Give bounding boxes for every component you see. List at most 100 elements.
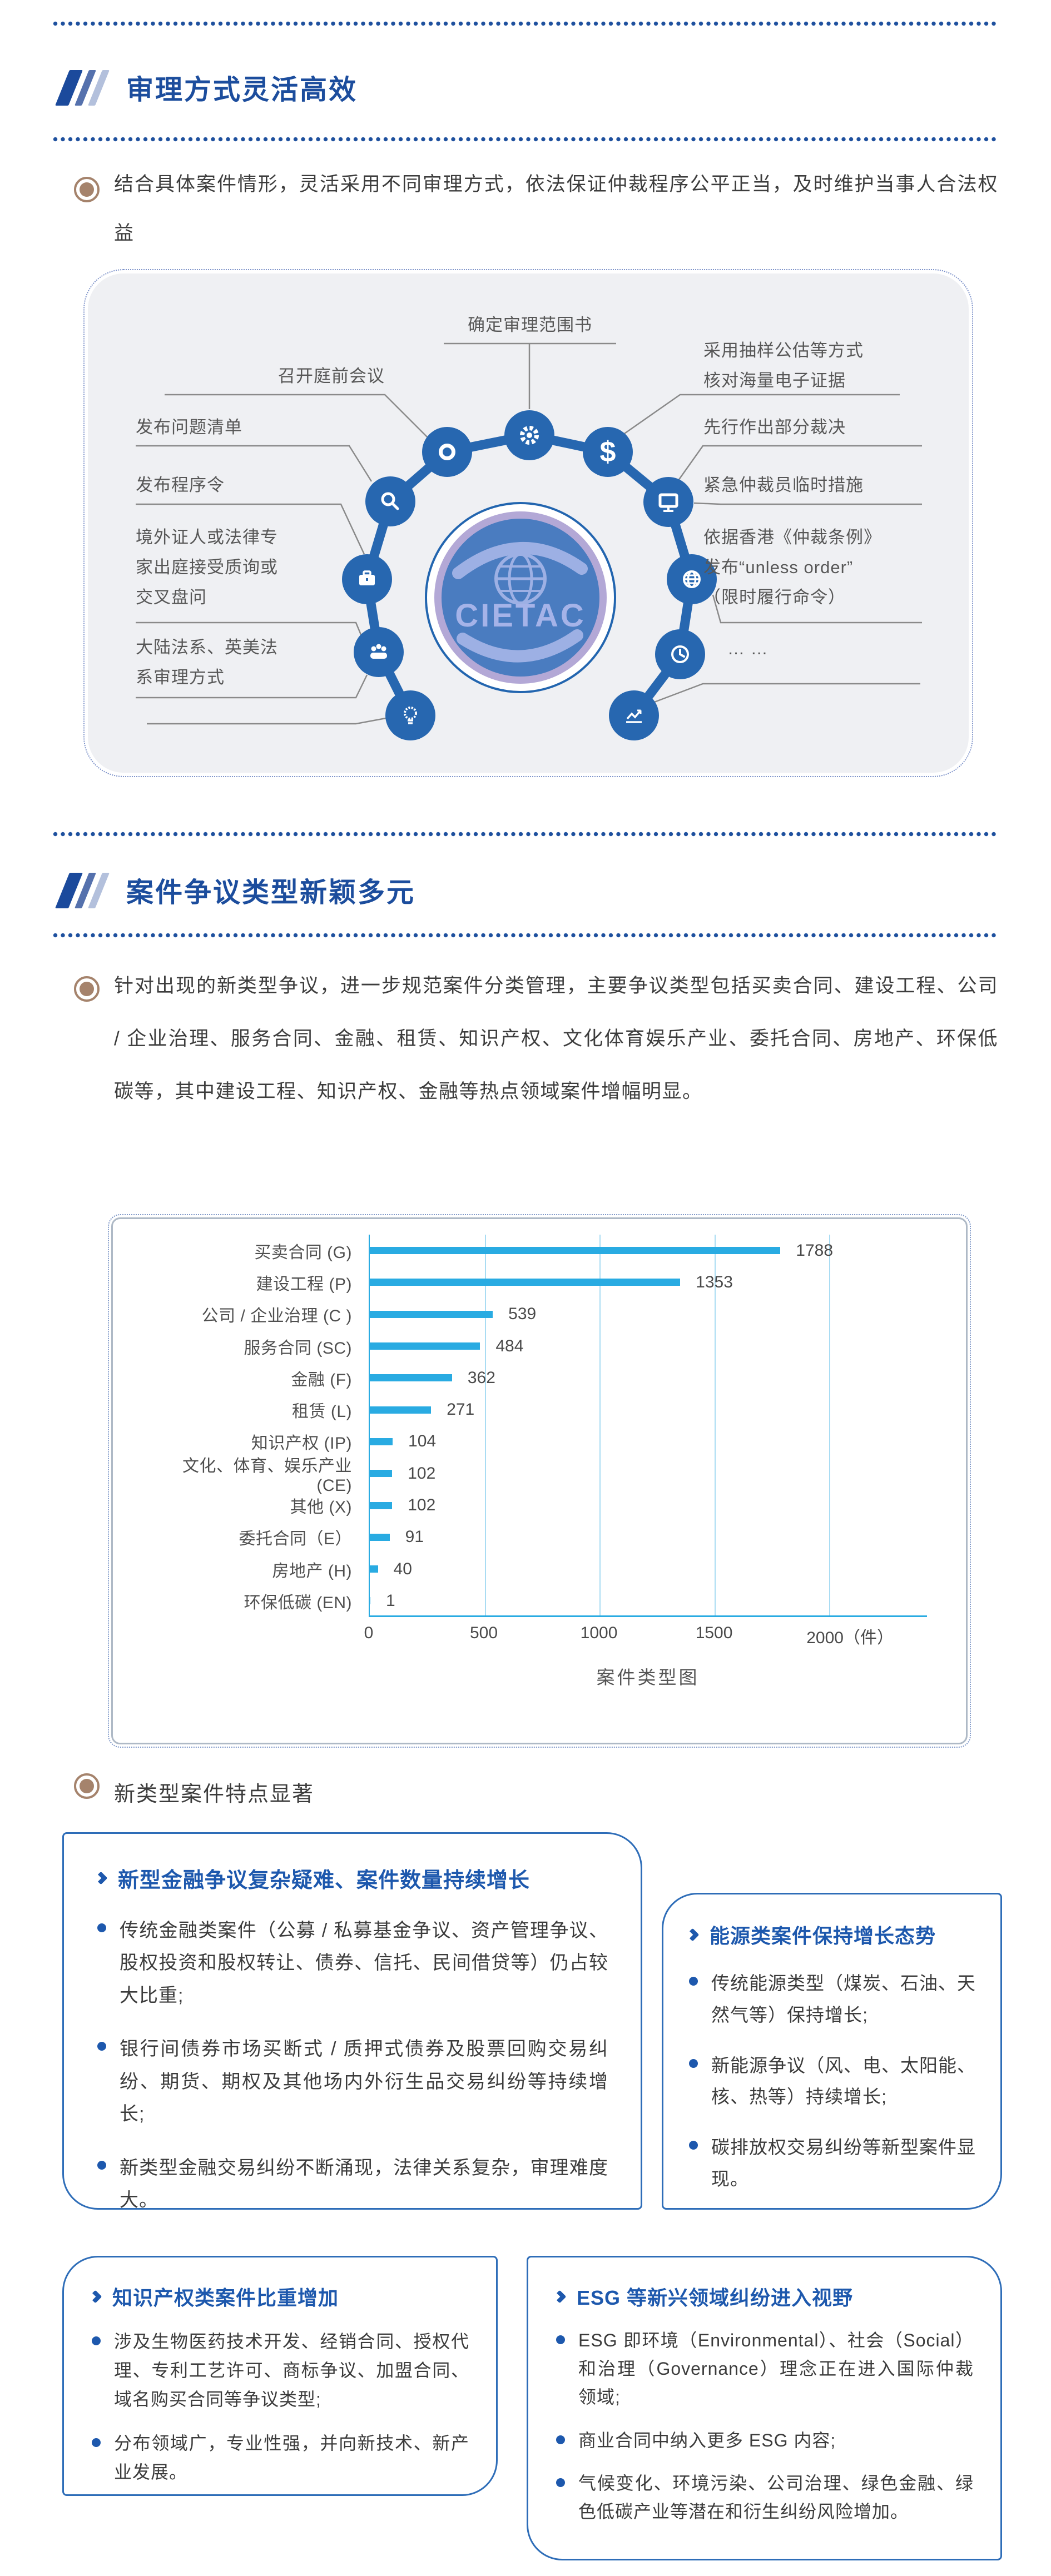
chart-bar: [369, 1247, 781, 1255]
feature-bullet: 涉及生物医药技术开发、经销合同、授权代理、专利工艺许可、商标争议、加盟合同、域名…: [91, 2328, 469, 2414]
magnifier-icon: [365, 476, 415, 526]
chart-category-label: 其他 (X): [290, 1498, 352, 1517]
diagram-label-right-3: 依据香港《仲裁条例》 发布“unless order” （限时履行命令）: [703, 528, 881, 607]
section1-title: 审理方式灵活高效: [126, 75, 358, 105]
chart-category-label: 委托合同（E）: [239, 1530, 352, 1549]
chart-row: 文化、体育、娱乐产业 (CE) 102: [146, 1457, 927, 1495]
chevron-right-icon: [553, 2289, 567, 2304]
chart-category-label: 建设工程 (P): [256, 1275, 352, 1294]
globe-icon: [667, 554, 717, 604]
x-tick: 1000: [580, 1624, 618, 1642]
chart-row: 公司 / 企业治理 (C ) 539: [146, 1299, 927, 1330]
paragraph-bullet-icon: [74, 177, 100, 202]
diagram-label-left-2: 发布程序令: [136, 475, 225, 495]
case-type-chart: 买卖合同 (G) 1788 建设工程 (P) 1353 公司 / 企业治理 (C )…: [108, 1214, 971, 1748]
chart-value-label: 484: [495, 1336, 524, 1355]
chart-bar: [369, 1310, 493, 1318]
feature-box-title: 新型金融争议复杂疑难、案件数量持续增长: [118, 1869, 531, 1892]
chart-row: 委托合同（E） 91: [146, 1521, 927, 1553]
bullet-dot-icon: [556, 2335, 565, 2344]
trial-methods-diagram: CIETAC $ 确定审理范围书 召开庭前: [83, 269, 973, 777]
chart-row: 租赁 (L) 271: [146, 1394, 927, 1425]
chart-row: 建设工程 (P) 1353: [146, 1266, 927, 1298]
gridline-500: [484, 1235, 486, 1615]
diagram-label-left-0: 召开庭前会议: [278, 366, 385, 386]
feature-box-title: ESG 等新兴领域纠纷进入视野: [577, 2286, 854, 2309]
chart-value-label: 40: [393, 1559, 412, 1578]
chart-bar: [369, 1438, 393, 1445]
donut-ring-icon: [422, 427, 472, 477]
briefcase-icon: [342, 554, 392, 604]
chart-row: 环保低碳 (EN) 1: [146, 1585, 927, 1617]
chart-row: 房地产 (H) 40: [146, 1553, 927, 1585]
chart-line-icon: [609, 690, 659, 740]
chart-bar: [369, 1470, 393, 1478]
chart-value-label: 539: [508, 1305, 537, 1324]
section2-intro: 针对出现的新类型争议，进一步规范案件分类管理，主要争议类型包括买卖合同、建设工程…: [114, 975, 998, 1103]
feature-bullet: 气候变化、环境污染、公司治理、绿色金融、绿色低碳产业等潜在和衍生纠纷风险增加。: [555, 2469, 974, 2526]
feature-box-title-row: 知识产权类案件比重增加: [88, 2282, 469, 2311]
chart-row: 其他 (X) 102: [146, 1489, 927, 1521]
bullet-dot-icon: [97, 2042, 106, 2051]
chart-value-label: 362: [467, 1368, 495, 1387]
cietac-logo: CIETAC: [425, 502, 616, 693]
chart-bar: [369, 1342, 480, 1350]
paragraph-bullet-icon: [74, 1773, 100, 1799]
section-slashes-icon: [55, 872, 110, 908]
clock-icon: [655, 629, 705, 679]
x-tick: 2000（件）: [806, 1629, 894, 1647]
chart-row: 金融 (F) 362: [146, 1362, 927, 1394]
feature-bullet: 银行间债券市场买断式 / 质押式债券及股票回购交易纠纷、期货、期权及其他场内外衍…: [96, 2033, 608, 2130]
chart-row: 服务合同 (SC) 484: [146, 1330, 927, 1362]
chart-value-label: 91: [405, 1528, 424, 1546]
feature-bullet: 新类型金融交易纠纷不断涌现，法律关系复杂，审理难度大。: [96, 2152, 608, 2217]
chart-bar: [369, 1597, 370, 1605]
chart-category-label: 环保低碳 (EN): [244, 1593, 352, 1612]
feature-box-title: 知识产权类案件比重增加: [112, 2286, 339, 2309]
feature-box-title-row: ESG 等新兴领域纠纷进入视野: [553, 2282, 974, 2311]
features-heading: 新类型案件特点显著: [114, 1783, 315, 1806]
bullet-dot-icon: [97, 1923, 106, 1932]
chart-row: 知识产权 (IP) 104: [146, 1426, 927, 1458]
chart-value-label: 1: [386, 1591, 395, 1610]
gridline-2000: [829, 1235, 831, 1615]
diagram-label-right-0: 采用抽样公估等方式 核对海量电子证据: [703, 341, 864, 390]
chevron-right-icon: [88, 2289, 102, 2304]
dotted-separator: [53, 137, 998, 142]
diagram-label-right-4: … …: [727, 639, 769, 658]
feature-bullet: 分布领域广，专业性强，并向新技术、新产业发展。: [91, 2429, 469, 2487]
section1-intro: 结合具体案件情形，灵活采用不同审理方式，依法保证仲裁程序公平正当，及时维护当事人…: [114, 173, 998, 244]
chart-bar: [369, 1406, 432, 1414]
section1-header: 审理方式灵活高效: [55, 68, 358, 107]
feature-box-finance: 新型金融争议复杂疑难、案件数量持续增长 传统金融类案件（公募 / 私募基金争议、…: [62, 1832, 642, 2211]
x-tick: 1500: [695, 1624, 733, 1642]
chart-x-axis-ticks: 0 500 1000 1500 2000（件）: [364, 1617, 927, 1647]
bullet-dot-icon: [97, 2160, 106, 2170]
chart-category-label: 金融 (F): [291, 1370, 352, 1389]
diagram-label-right-2: 紧急仲裁员临时措施: [703, 475, 864, 495]
chart-bar: [369, 1501, 393, 1509]
chart-value-label: 271: [447, 1400, 475, 1419]
section2-title: 案件争议类型新颖多元: [126, 878, 416, 908]
svg-text:CIETAC: CIETAC: [455, 598, 586, 634]
chart-row: 买卖合同 (G) 1788: [146, 1235, 927, 1266]
chart-category-label: 知识产权 (IP): [251, 1434, 352, 1453]
chart-value-label: 1788: [796, 1241, 834, 1260]
diagram-label-right-1: 先行作出部分裁决: [703, 417, 846, 437]
feature-bullet: 碳排放权交易纠纷等新型案件显现。: [688, 2132, 976, 2195]
diagram-label-left-1: 发布问题清单: [136, 417, 242, 437]
chart-value-label: 104: [408, 1432, 437, 1451]
monitor-icon: [643, 477, 693, 527]
bullet-dot-icon: [689, 1977, 698, 1986]
paragraph-bullet-icon: [74, 976, 100, 1002]
feature-box-esg: ESG 等新兴领域纠纷进入视野 ESG 即环境（Environmental）、社…: [527, 2256, 1002, 2560]
chart-value-label: 102: [408, 1464, 436, 1483]
dotted-separator: [53, 21, 998, 27]
feature-box-title-row: 新型金融争议复杂疑难、案件数量持续增长: [94, 1863, 608, 1893]
section-slashes-icon: [55, 69, 110, 106]
chevron-right-icon: [686, 1927, 700, 1942]
gridline-1000: [599, 1235, 601, 1615]
feature-bullet: ESG 即环境（Environmental）、社会（Social）和治理（Gov…: [555, 2326, 974, 2412]
lightbulb-icon: [385, 690, 435, 740]
diagram-lines-layer: CIETAC: [136, 342, 922, 725]
